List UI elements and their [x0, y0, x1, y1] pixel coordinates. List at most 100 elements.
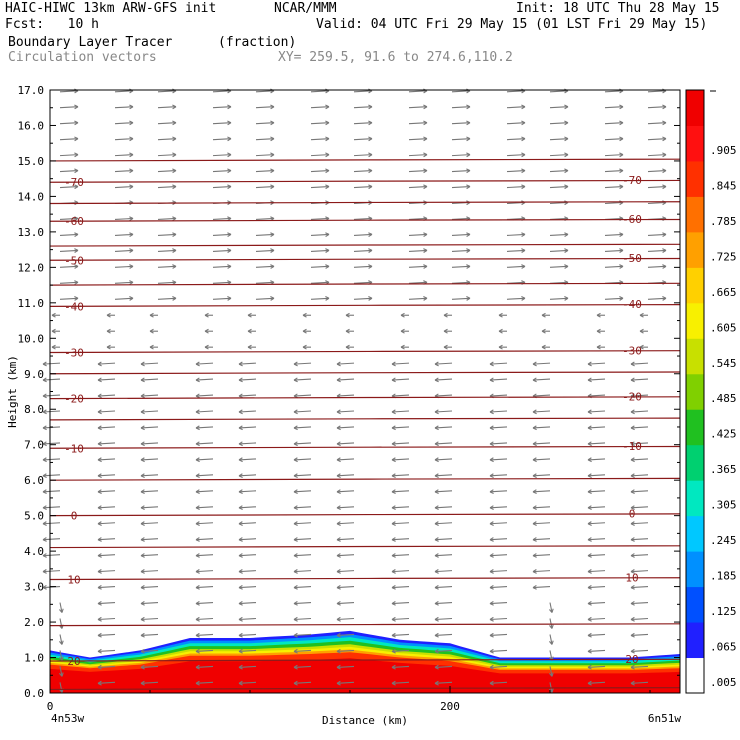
wind-vector	[434, 633, 453, 637]
wind-vector-head	[59, 640, 64, 645]
wind-vector	[647, 297, 667, 300]
wind-vector-head	[391, 680, 396, 686]
wind-vector	[391, 506, 410, 509]
wind-vector	[293, 538, 312, 541]
wind-vector	[549, 650, 553, 661]
wind-vector	[293, 378, 312, 381]
wind-vector	[434, 554, 453, 557]
wind-vector	[293, 474, 312, 477]
wind-vector	[97, 617, 116, 621]
wind-vector	[434, 458, 453, 461]
wind-vector-head	[391, 489, 396, 495]
wind-vector	[59, 122, 79, 125]
wind-vector-head	[391, 473, 396, 479]
wind-vector	[336, 681, 355, 684]
wind-vector-head	[129, 136, 134, 142]
wind-vector	[293, 506, 312, 509]
wind-vector-head	[521, 248, 526, 253]
wind-vector-head	[532, 473, 537, 479]
wind-vector	[195, 410, 214, 413]
wind-vector	[506, 154, 526, 157]
wind-vector-head	[587, 680, 592, 686]
wind-vector	[59, 682, 63, 693]
wind-vector	[97, 633, 116, 637]
wind-vector-head	[466, 152, 471, 158]
wind-vector	[391, 474, 410, 477]
y-tick-label: 5.0	[24, 510, 44, 523]
wind-vector-head	[336, 585, 341, 590]
colorbar-swatch	[686, 160, 704, 197]
wind-vector	[42, 410, 61, 413]
field-units: (fraction)	[218, 35, 297, 50]
wind-vector-head	[238, 425, 243, 431]
temperature-contour	[49, 371, 681, 375]
wind-vector-head	[140, 457, 145, 463]
wind-vector-head	[97, 569, 102, 574]
wind-vector-head	[172, 136, 177, 142]
wind-vector-head	[466, 168, 471, 174]
wind-vector-head	[391, 664, 396, 670]
wind-vector	[59, 138, 79, 141]
temperature-contour-label: -60	[622, 213, 642, 226]
colorbar-swatch	[686, 196, 704, 233]
wind-vector-head	[140, 585, 145, 590]
wind-vector	[336, 570, 355, 573]
wind-vector	[506, 122, 526, 125]
wind-vector-head	[270, 136, 275, 142]
wind-vector	[587, 362, 606, 365]
wind-vector	[97, 649, 116, 652]
wind-vector-head	[42, 361, 47, 367]
wind-vector	[336, 649, 355, 652]
wind-vector	[195, 617, 214, 621]
wind-vector-head	[195, 361, 200, 367]
wind-vector-head	[662, 152, 667, 158]
wind-vector-head	[630, 569, 635, 574]
wind-vector	[310, 297, 330, 300]
wind-vector-head	[521, 184, 526, 190]
wind-vector	[336, 522, 355, 525]
wind-vector-head	[195, 664, 200, 670]
wind-vector-head	[140, 616, 145, 622]
wind-vector-head	[630, 521, 635, 526]
wind-vector	[408, 106, 428, 109]
wind-vector	[293, 410, 312, 413]
wind-vector-head	[400, 328, 405, 334]
wind-vector-head	[172, 152, 177, 158]
wind-vector	[59, 185, 79, 189]
wind-vector-head	[293, 457, 298, 463]
wind-vector-head	[434, 553, 439, 558]
wind-vector	[42, 458, 61, 461]
wind-vector-head	[489, 521, 494, 526]
wind-vector	[532, 474, 551, 477]
wind-vector	[630, 474, 649, 477]
wind-vector	[506, 90, 526, 93]
wind-vector	[391, 586, 410, 589]
wind-vector-head	[466, 232, 471, 238]
wind-vector-head	[302, 312, 307, 318]
wind-vector	[195, 665, 214, 668]
wind-vector-head	[293, 553, 298, 558]
wind-vector-head	[532, 585, 537, 590]
wind-vector	[336, 665, 355, 668]
wind-vector-head	[336, 489, 341, 495]
wind-vector-head	[325, 184, 330, 190]
wind-vector	[212, 297, 232, 300]
wind-vector	[391, 617, 410, 621]
wind-vector	[293, 570, 312, 573]
wind-vector	[255, 265, 275, 268]
wind-vector	[42, 474, 61, 477]
temperature-contour-label: -10	[64, 442, 84, 455]
wind-vector	[353, 265, 373, 268]
wind-vector	[97, 378, 116, 381]
wind-vector	[238, 458, 257, 461]
temperature-contour	[49, 623, 681, 627]
temperature-contour-label: -50	[64, 254, 84, 267]
wind-vector-head	[140, 537, 145, 542]
wind-vector	[353, 233, 373, 236]
wind-vector-head	[619, 152, 624, 158]
wind-vector	[157, 138, 177, 141]
wind-vector	[647, 138, 667, 141]
wind-vector	[630, 490, 649, 493]
wind-vector	[630, 554, 649, 557]
wind-vector-head	[532, 521, 537, 526]
